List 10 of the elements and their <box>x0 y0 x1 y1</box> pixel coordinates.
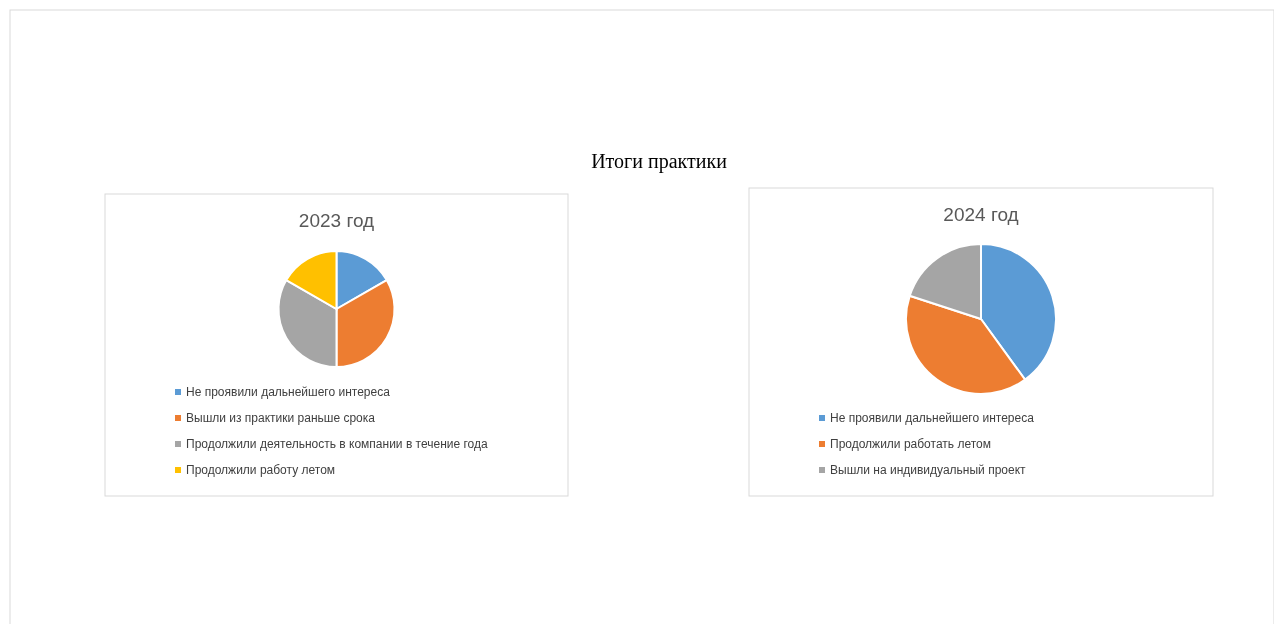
text: Итоги практики <box>591 150 728 173</box>
legend-label: Не проявили дальнейшего интереса <box>830 411 1035 425</box>
text: 2023 год <box>298 210 375 231</box>
legend-label: Вышли из практики раньше срока <box>186 411 376 425</box>
chart-title: 2024 год <box>943 204 1019 225</box>
legend-label: Не проявили дальнейшего интереса <box>186 385 391 399</box>
legend-label: Вышли на индивидуальный проект <box>830 463 1027 477</box>
legend-label: Продолжили работу летом <box>186 463 336 477</box>
legend-label: Продолжили работать летом <box>830 437 991 451</box>
legend-label: Продолжили деятельность в компании в течение года <box>186 437 489 451</box>
